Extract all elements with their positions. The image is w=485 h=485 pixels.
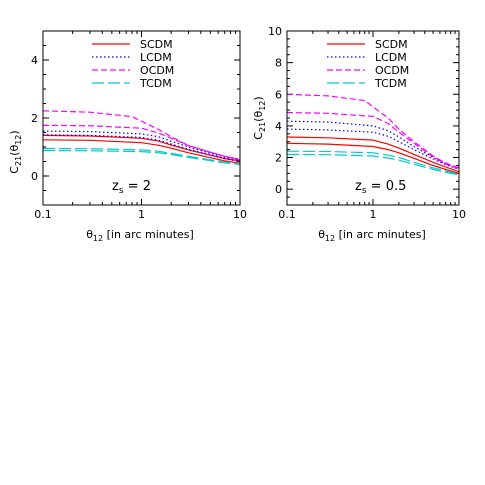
- left-series-ocdm-line: [42, 124, 241, 161]
- left-y-tick-label: 0: [31, 170, 38, 183]
- right-x-tick-label: 0.1: [278, 208, 296, 221]
- left-ticks: 0.1 1 10 0 2 4: [31, 30, 247, 221]
- left-series-lcdm-line: [42, 134, 241, 163]
- legend-label-lcdm: LCDM: [140, 51, 172, 64]
- left-x-axis-label: θ12 [in arc minutes]: [86, 228, 194, 243]
- right-y-tick-label: 2: [275, 152, 282, 165]
- right-x-tick-label: 1: [370, 208, 377, 221]
- right-annotation: zs = 0.5: [355, 179, 406, 196]
- left-annotation: zs = 2: [112, 179, 151, 196]
- right-series-tcdm-line: [286, 153, 460, 176]
- right-plot-frame: [286, 30, 460, 206]
- right-y-tick-label: 8: [275, 57, 282, 70]
- left-series-scdm-line: [42, 139, 241, 164]
- left-series-tcdm-line: [42, 147, 241, 165]
- legend-label-tcdm: TCDM: [374, 77, 407, 90]
- legend-label-lcdm: LCDM: [375, 51, 407, 64]
- legend-label-tcdm: TCDM: [139, 77, 172, 90]
- right-y-axis-label: C21(θ12): [252, 96, 267, 139]
- left-x-tick-label: 10: [233, 208, 247, 221]
- right-y-tick-label: 6: [275, 88, 282, 101]
- right-series-ocdm-line: [286, 111, 460, 170]
- right-series-tcdm-line: [286, 150, 460, 175]
- right-series-lcdm-line: [286, 128, 460, 170]
- left-y-tick-label: 4: [31, 54, 38, 67]
- left-series-lcdm-line: [42, 130, 241, 161]
- right-y-tick-label: 10: [268, 25, 282, 38]
- legend-label-scdm: SCDM: [375, 38, 408, 51]
- legend-label-ocdm: OCDM: [375, 64, 409, 77]
- left-x-tick-label: 0.1: [34, 208, 52, 221]
- legend-label-ocdm: OCDM: [140, 64, 174, 77]
- left-plot-frame: [42, 30, 241, 206]
- left-series-tcdm-line: [42, 149, 241, 165]
- left-series-lines: [42, 110, 241, 165]
- right-series-lcdm-line: [286, 120, 460, 170]
- right-y-tick-label: 4: [275, 120, 282, 133]
- right-series-lines: [286, 93, 460, 176]
- right-series-scdm-line: [286, 142, 460, 174]
- right-ticks: 0.1 1 10 0 2 4 6 8 10: [268, 25, 466, 221]
- left-series-scdm-line: [42, 134, 241, 162]
- left-y-tick-label: 2: [31, 112, 38, 125]
- right-series-ocdm-line: [286, 93, 460, 169]
- right-x-tick-label: 10: [452, 208, 466, 221]
- left-x-tick-label: 1: [138, 208, 145, 221]
- right-y-tick-label: 0: [275, 183, 282, 196]
- right-x-axis-label: θ12 [in arc minutes]: [318, 228, 426, 243]
- left-y-axis-label: C21(θ12): [8, 130, 23, 173]
- legend-label-scdm: SCDM: [140, 38, 173, 51]
- right-series-scdm-line: [286, 136, 460, 173]
